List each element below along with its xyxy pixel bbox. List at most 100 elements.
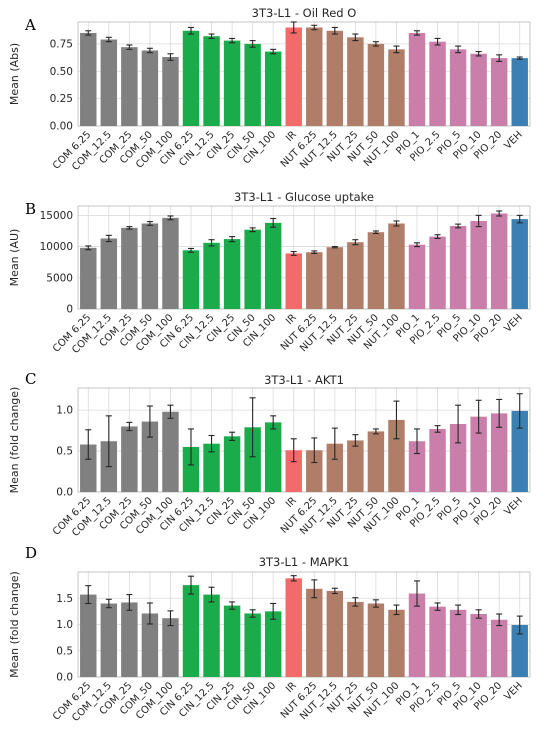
error-bar (126, 226, 133, 230)
error-bar (208, 33, 215, 39)
bar (100, 603, 118, 677)
error-bar (167, 404, 174, 419)
bar (121, 227, 138, 309)
y-tick-label: 0.0 (56, 672, 73, 684)
bar (408, 593, 426, 677)
error-bar (393, 400, 400, 440)
bar (223, 40, 241, 126)
y-tick-label: 5000 (46, 272, 73, 284)
y-axis-label: Mean (Abs) (8, 43, 21, 105)
bar (408, 244, 426, 309)
bar (203, 36, 220, 126)
bar (182, 585, 200, 677)
error-bar (208, 586, 215, 603)
x-tick-label: VEH (502, 312, 524, 334)
bar (306, 450, 323, 492)
error-bar (352, 597, 359, 607)
panel-letter: A (24, 16, 36, 34)
bar (141, 421, 159, 492)
bar (162, 618, 179, 677)
error-bar (85, 245, 92, 251)
bar (326, 443, 344, 492)
error-bar (455, 604, 462, 616)
bar (470, 614, 487, 677)
error-bar (455, 404, 462, 444)
plot-frame (77, 205, 531, 310)
error-bar (229, 431, 236, 441)
bar (244, 427, 261, 492)
error-bar (475, 609, 482, 619)
bar (470, 416, 487, 492)
error-bar (372, 41, 379, 47)
bar (80, 32, 97, 126)
error-bar (393, 220, 400, 227)
bar (244, 613, 261, 677)
y-tick-label: 0.5 (56, 645, 73, 657)
bar (511, 58, 528, 127)
error-bar (372, 428, 379, 435)
error-bar (311, 579, 318, 599)
bar (182, 30, 200, 126)
bar (388, 223, 405, 309)
bar (511, 625, 528, 677)
error-bar (85, 585, 92, 605)
bar (326, 590, 344, 677)
bar (306, 27, 323, 126)
error-bar (352, 239, 359, 246)
error-bar (188, 26, 194, 35)
chart-title: 3T3-L1 - MAPK1 (259, 555, 350, 569)
error-bar (496, 54, 503, 62)
error-bar (475, 51, 482, 57)
bar (367, 603, 385, 677)
plot-frame (77, 571, 531, 678)
error-bar (414, 30, 420, 36)
error-bar (188, 428, 194, 466)
error-bar (229, 236, 236, 243)
x-tick-label: IR (284, 495, 299, 510)
panel-letter: B (25, 200, 36, 218)
y-tick-label: 1.0 (56, 619, 73, 631)
error-bar (126, 594, 133, 611)
bar (347, 242, 364, 309)
error-bar (516, 214, 523, 224)
bar (347, 440, 364, 492)
bar (182, 446, 200, 492)
error-bar (188, 247, 194, 253)
error-bar (270, 48, 277, 55)
bar (470, 53, 487, 126)
x-tick-label: IR (284, 129, 299, 144)
bar (264, 51, 282, 127)
bar (80, 444, 97, 492)
error-bar (311, 24, 318, 31)
error-bar (372, 599, 379, 608)
error-bar (290, 438, 297, 463)
error-bar (167, 53, 174, 61)
bar (223, 436, 241, 492)
bar (449, 424, 467, 492)
y-axis-label: Mean (fold change) (8, 387, 21, 494)
y-tick-label: 0.25 (50, 93, 73, 105)
error-bar (188, 575, 194, 595)
bar (162, 57, 179, 126)
error-bar (331, 587, 338, 595)
bar (367, 43, 385, 126)
error-bar (146, 405, 153, 438)
bar (141, 613, 159, 677)
error-bar (516, 615, 523, 635)
bar (347, 37, 364, 126)
bar (470, 220, 487, 309)
error-bar (496, 398, 503, 428)
error-bar (331, 26, 338, 35)
plot-frame (77, 21, 531, 127)
bar (388, 609, 405, 677)
error-bar (249, 609, 256, 618)
bar (429, 236, 446, 309)
panel-letter: C (25, 370, 36, 388)
error-bar (496, 613, 503, 627)
bar (408, 32, 426, 126)
bar (264, 222, 282, 309)
error-bar (105, 415, 112, 468)
y-tick-label: 1.5 (56, 593, 73, 605)
